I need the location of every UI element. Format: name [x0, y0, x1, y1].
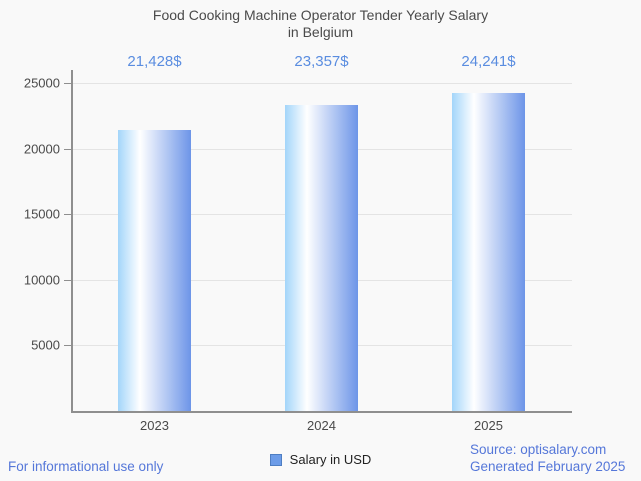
y-axis-tick — [64, 148, 71, 150]
chart-title-line2: in Belgium — [287, 24, 354, 40]
bar-value-label: 23,357$ — [294, 53, 349, 70]
x-axis-line — [71, 411, 572, 413]
x-tick-label: 2023 — [140, 418, 169, 433]
y-tick-label: 10000 — [23, 272, 60, 288]
y-tick-label: 5000 — [31, 337, 60, 353]
legend-label: Salary in USD — [289, 452, 372, 467]
bar-value-label: 24,241$ — [461, 53, 516, 70]
y-axis-tick — [64, 345, 71, 347]
generated-text: Generated February 2025 — [470, 459, 626, 474]
y-axis-tick — [64, 214, 71, 216]
legend-swatch-icon — [269, 453, 282, 466]
x-tick-label: 2024 — [307, 418, 336, 433]
y-tick-label: 15000 — [23, 206, 60, 222]
chart-title: Food Cooking Machine Operator Tender Yea… — [0, 7, 641, 41]
chart-title-line1: Food Cooking Machine Operator Tender Yea… — [152, 7, 489, 23]
y-axis-tick — [64, 279, 71, 281]
bar-2025 — [452, 92, 525, 411]
x-tick-label: 2025 — [474, 418, 503, 433]
source-block: Source: optisalary.com Generated Februar… — [470, 441, 625, 475]
bar-2024 — [285, 104, 358, 411]
y-tick-label: 25000 — [23, 75, 60, 91]
disclaimer-text: For informational use only — [8, 459, 164, 474]
y-tick-label: 20000 — [23, 141, 60, 157]
y-axis-tick — [64, 83, 71, 84]
legend: Salary in USD — [0, 452, 641, 467]
bar-value-label: 21,428$ — [127, 53, 182, 70]
bar-2023 — [118, 129, 191, 411]
source-text: Source: optisalary.com — [470, 442, 607, 457]
gridline — [71, 83, 572, 84]
y-axis-line — [71, 70, 73, 413]
